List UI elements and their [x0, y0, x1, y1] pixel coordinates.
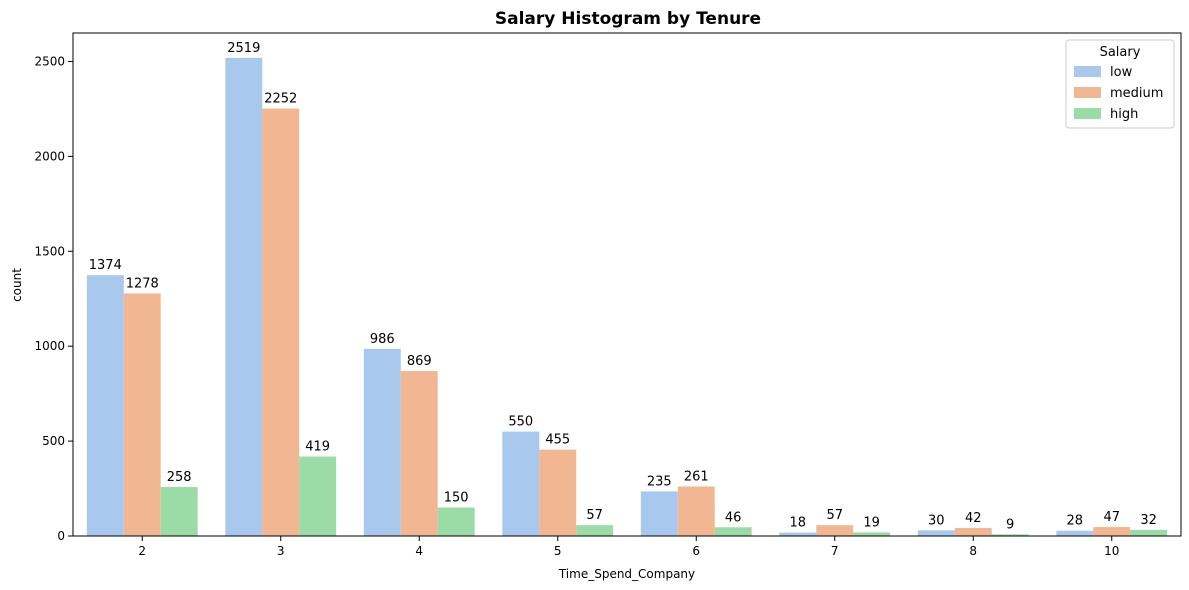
x-tick-label-3: 3	[277, 544, 285, 558]
bar-high-2	[160, 487, 198, 536]
x-tick-label-7: 7	[831, 544, 839, 558]
data-label-low-7: 18	[790, 516, 807, 531]
data-label-medium-10: 47	[1103, 510, 1120, 525]
data-label-medium-2: 1278	[126, 276, 159, 291]
legend-label-high: high	[1110, 107, 1138, 122]
x-tick-label-6: 6	[692, 544, 700, 558]
bar-high-6	[714, 527, 752, 536]
bar-high-3	[299, 456, 337, 536]
bar-high-10	[1130, 529, 1168, 536]
bar-low-2	[86, 275, 124, 536]
data-label-low-5: 550	[508, 415, 533, 430]
data-label-high-6: 46	[725, 510, 742, 525]
y-tick-label-2500: 2500	[34, 54, 65, 68]
bar-low-4	[363, 348, 401, 536]
bar-low-8	[917, 530, 955, 536]
data-label-medium-7: 57	[826, 508, 843, 523]
chart-title: Salary Histogram by Tenure	[495, 9, 761, 29]
x-axis-label: Time_Spend_Company	[558, 567, 695, 581]
plot-frame	[72, 32, 1182, 537]
x-tick-label-4: 4	[415, 544, 423, 558]
x-tick-label-10: 10	[1104, 544, 1119, 558]
y-axis-label: count	[10, 268, 24, 302]
legend-items: low medium high	[1074, 65, 1163, 122]
data-label-medium-6: 261	[684, 469, 709, 484]
bar-low-5	[502, 431, 540, 536]
data-label-medium-3: 2252	[264, 92, 297, 107]
bar-high-7	[853, 532, 891, 536]
x-tick-label-2: 2	[138, 544, 146, 558]
data-label-low-2: 1374	[89, 258, 122, 273]
bar-medium-3	[262, 108, 300, 536]
data-label-high-5: 57	[586, 508, 603, 523]
bar-medium-4	[400, 371, 438, 536]
data-label-high-8: 9	[1006, 517, 1014, 532]
y-tick-label-0: 0	[57, 529, 65, 543]
data-label-low-10: 28	[1067, 514, 1084, 529]
data-label-medium-5: 455	[545, 433, 570, 448]
x-tick-label-8: 8	[969, 544, 977, 558]
data-label-high-4: 150	[444, 491, 469, 506]
bars-layer	[86, 57, 1168, 536]
y-tick-label-1500: 1500	[34, 244, 65, 258]
legend-label-medium: medium	[1110, 86, 1163, 101]
bar-low-3	[225, 57, 263, 536]
data-label-low-4: 986	[370, 332, 395, 347]
y-tick-label-2000: 2000	[34, 149, 65, 163]
data-label-high-2: 258	[167, 470, 192, 485]
bar-high-4	[437, 507, 475, 536]
legend-frame	[1065, 39, 1175, 129]
legend: Salary low medium high	[1065, 39, 1175, 129]
data-label-low-3: 2519	[227, 41, 260, 56]
data-label-high-3: 419	[305, 439, 330, 454]
y-tick-label-500: 500	[42, 434, 65, 448]
bar-high-5	[576, 525, 614, 536]
x-tick-label-5: 5	[554, 544, 562, 558]
bar-low-10	[1056, 530, 1094, 536]
bar-medium-6	[677, 486, 715, 536]
bar-low-6	[640, 491, 678, 536]
data-label-medium-4: 869	[407, 354, 432, 369]
data-label-medium-8: 42	[965, 511, 982, 526]
data-labels-layer: 1374 1278 258 2519 2252 419 986 869 150 550 455 57 2…	[89, 41, 1157, 532]
bar-medium-10	[1093, 527, 1131, 536]
bar-medium-8	[954, 528, 992, 536]
bar-medium-2	[123, 293, 161, 536]
legend-swatch-high	[1074, 108, 1101, 119]
data-label-high-10: 32	[1140, 513, 1157, 528]
data-label-low-8: 30	[928, 513, 945, 528]
legend-label-low: low	[1110, 65, 1133, 80]
bar-high-8	[991, 534, 1029, 536]
legend-title: Salary	[1100, 45, 1141, 60]
bar-low-7	[779, 532, 817, 536]
data-label-high-7: 19	[863, 515, 880, 530]
data-label-low-6: 235	[647, 474, 672, 489]
legend-swatch-low	[1074, 66, 1101, 77]
y-tick-label-1000: 1000	[34, 339, 65, 353]
bar-medium-7	[816, 525, 854, 536]
y-axis: 0 500 1000 1500 2000 2500	[34, 54, 73, 543]
legend-swatch-medium	[1074, 87, 1101, 98]
x-axis: 2 3 4 5 6 7 8 10	[138, 536, 1119, 558]
bar-medium-5	[539, 449, 577, 536]
